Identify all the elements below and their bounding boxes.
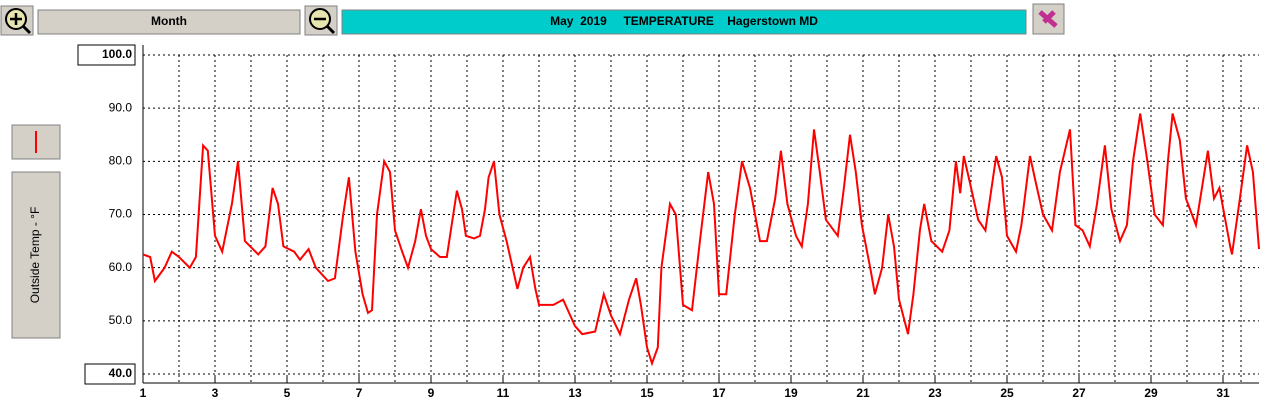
x-tick-label: 21 xyxy=(856,386,870,400)
y-label-button[interactable] xyxy=(11,171,61,339)
x-tick-label: 23 xyxy=(928,386,942,400)
x-tick-label: 11 xyxy=(497,386,510,400)
y-axis-label: Outside Temp - °F xyxy=(28,207,42,304)
zoom-in[interactable] xyxy=(0,5,34,36)
x-tick-label: 7 xyxy=(356,386,363,400)
zoom-out[interactable] xyxy=(304,5,338,36)
x-tick-label: 19 xyxy=(784,386,798,400)
period-button[interactable] xyxy=(37,9,301,35)
x-tick-label: 3 xyxy=(212,386,219,400)
y-tick-label: 60.0 xyxy=(109,260,133,274)
x-tick-label: 17 xyxy=(712,386,726,400)
y-tick-label: 80.0 xyxy=(109,154,133,168)
tick-box xyxy=(84,363,136,385)
x-tick-label: 27 xyxy=(1072,386,1086,400)
x-tick-label: 15 xyxy=(640,386,654,400)
y-tick-label: 40.0 xyxy=(109,366,133,380)
temperature-line xyxy=(142,113,1260,367)
x-tick-label: 5 xyxy=(284,386,291,400)
title-bar xyxy=(341,9,1027,35)
y-tick-label: 50.0 xyxy=(109,313,133,327)
x-tick-label: 9 xyxy=(428,386,435,400)
x-tick-label: 13 xyxy=(568,386,582,400)
y-tick-label: 90.0 xyxy=(109,100,133,114)
y-tick-label: 70.0 xyxy=(109,207,133,221)
chart-title: May 2019 TEMPERATURE Hagerstown MD xyxy=(550,14,818,28)
period-label: Month xyxy=(151,14,187,28)
x-tick-label: 31 xyxy=(1216,386,1230,400)
x-tick-label: 1 xyxy=(140,386,147,400)
tool-icon[interactable] xyxy=(1032,3,1065,35)
x-tick-label: 25 xyxy=(1000,386,1014,400)
x-tick-label: 29 xyxy=(1144,386,1158,400)
tick-box xyxy=(77,44,136,66)
y-tick-label: 100.0 xyxy=(102,47,132,61)
